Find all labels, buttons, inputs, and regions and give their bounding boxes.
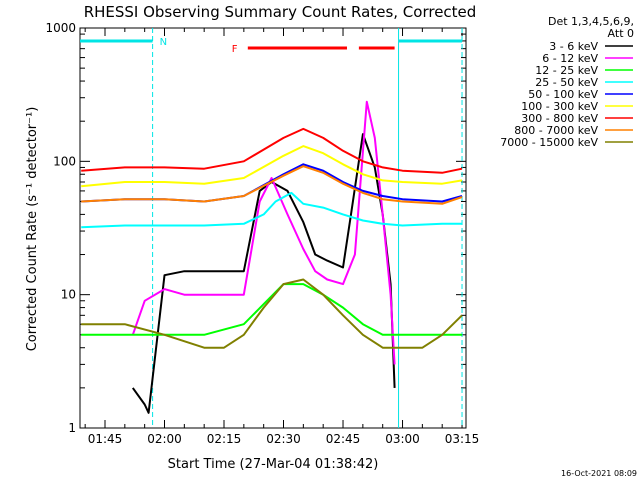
- x-tick-label: 02:30: [266, 432, 301, 446]
- series-line-5: [81, 145, 463, 188]
- time-markers: NF: [80, 28, 463, 428]
- legend-entry-2: 12 - 25 keV: [535, 64, 598, 77]
- y-tick-labels: 1 10 100 1000: [45, 21, 76, 435]
- series-line-7: [81, 165, 463, 205]
- footer-date: 16-Oct-2021 08:09: [561, 469, 637, 478]
- series-line-3: [81, 191, 462, 229]
- plot-border: [79, 27, 467, 429]
- legend-entry-7: 800 - 7000 keV: [514, 124, 598, 137]
- x-tick-label: 03:00: [385, 432, 420, 446]
- x-tick-label: 02:00: [147, 432, 182, 446]
- night-label: N: [160, 37, 167, 48]
- flare-label: F: [232, 44, 238, 55]
- y-tick-label: 1: [68, 421, 76, 435]
- legend-entry-4: 50 - 100 keV: [528, 88, 598, 101]
- legend-entry-1: 6 - 12 keV: [542, 52, 598, 65]
- x-tick-labels: 01:45 02:00 02:15 02:30 02:45 03:00 03:15: [88, 432, 480, 446]
- legend-entry-3: 25 - 50 keV: [535, 76, 598, 89]
- series-line-0: [131, 133, 396, 414]
- axis-ticks: [80, 27, 466, 429]
- x-tick-label: 02:15: [207, 432, 242, 446]
- y-tick-label: 1000: [45, 21, 76, 35]
- legend-entry-5: 100 - 300 keV: [521, 100, 598, 113]
- y-axis-label: Corrected Count Rate (s⁻¹ detector⁻¹): [25, 107, 40, 352]
- x-tick-label: 02:45: [326, 432, 361, 446]
- legend-header-1: Att 0: [608, 27, 634, 40]
- y-tick-label: 100: [53, 154, 76, 168]
- legend-entry-6: 300 - 800 keV: [521, 112, 598, 125]
- legend-entry-0: 3 - 6 keV: [549, 40, 598, 53]
- x-axis-label: Start Time (27-Mar-04 01:38:42): [168, 457, 379, 472]
- y-tick-label: 10: [61, 288, 76, 302]
- series-line-1: [131, 100, 396, 365]
- legend-entry-8: 7000 - 15000 keV: [500, 136, 598, 149]
- x-tick-label: 03:15: [445, 432, 480, 446]
- series-line-8: [81, 278, 463, 349]
- series-line-2: [81, 283, 462, 336]
- x-tick-label: 01:45: [88, 432, 123, 446]
- chart-title: RHESSI Observing Summary Count Rates, Co…: [84, 3, 477, 21]
- plot-frame: [79, 27, 467, 429]
- series-line-6: [81, 127, 463, 174]
- legend-header-0: Det 1,3,4,5,6,9,: [548, 15, 634, 28]
- series-lines: [81, 100, 463, 414]
